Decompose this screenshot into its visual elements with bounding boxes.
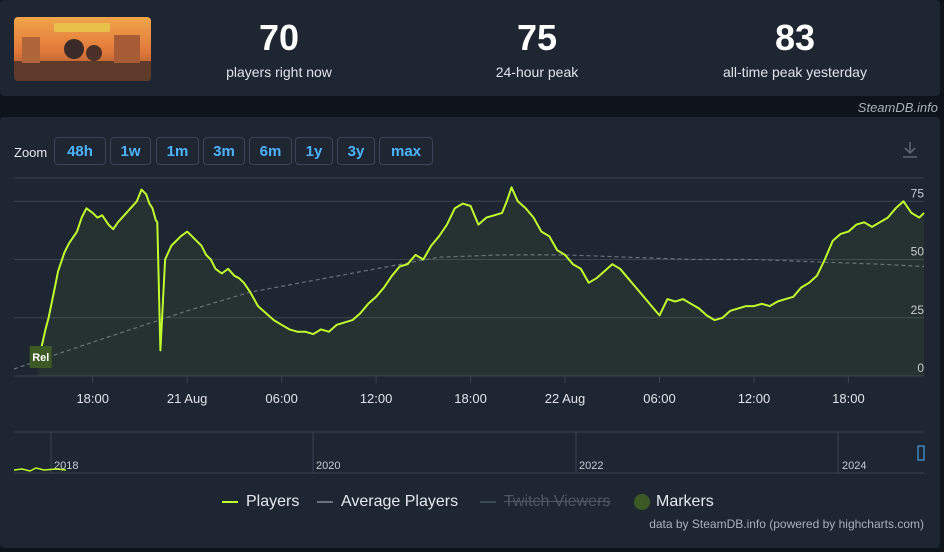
release-marker[interactable]: Rel <box>29 346 52 368</box>
average-players-line <box>13 254 925 370</box>
players-line[interactable] <box>36 186 925 365</box>
y-tick-label: 25 <box>911 303 925 317</box>
navigator-year-2024: 2024 <box>842 460 866 472</box>
legend-markers-dot <box>634 494 650 510</box>
x-tick-label: 21 Aug <box>167 391 208 406</box>
x-axis-ticks: 18:00 21 Aug 06:00 12:00 18:00 22 Aug 06:00 12:… <box>76 376 865 406</box>
zoom-1w-button[interactable]: 1w <box>110 137 151 165</box>
legend-markers[interactable]: Markers <box>634 493 714 511</box>
players-area-fill <box>37 187 925 376</box>
legend-players-label: Players <box>246 493 300 510</box>
y-axis-ticks: 0 25 50 75 <box>911 186 925 375</box>
chart-panel <box>0 117 940 548</box>
legend-average-swatch <box>317 501 333 503</box>
x-tick-label: 18:00 <box>76 391 109 406</box>
release-marker-label: Rel <box>32 352 49 364</box>
y-tick-label: 0 <box>917 361 924 375</box>
current-players-value: 70 <box>258 17 300 58</box>
zoom-max-button[interactable]: max <box>379 137 433 165</box>
release-marker-box <box>29 346 52 368</box>
x-tick-label: 18:00 <box>454 391 487 406</box>
steamdb-credit[interactable]: SteamDB.info <box>857 100 938 115</box>
x-tick-label: 12:00 <box>738 391 771 406</box>
x-tick-label: 12:00 <box>360 391 393 406</box>
powered-by-credit[interactable]: data by SteamDB.info (powered by highcha… <box>649 517 924 531</box>
game-thumbnail-art <box>14 17 151 81</box>
stats-bar: 70 players right now 75 24-hour peak 83 … <box>0 0 940 96</box>
zoom-3y-button[interactable]: 3y <box>337 137 375 165</box>
navigator-handle[interactable] <box>917 445 925 461</box>
navigator-year-2022: 2022 <box>579 460 603 472</box>
peak-24h-value: 75 <box>516 17 558 58</box>
peak-24h-label: 24-hour peak <box>495 64 579 80</box>
current-players-label: players right now <box>226 64 332 80</box>
legend-average-label: Average Players <box>341 493 459 510</box>
y-tick-label: 75 <box>911 186 925 200</box>
all-time-peak-label: all-time peak yesterday <box>723 64 867 80</box>
legend-average-players[interactable]: Average Players <box>317 493 458 511</box>
zoom-6m-button[interactable]: 6m <box>249 137 292 165</box>
all-time-peak-value: 83 <box>774 17 816 58</box>
zoom-1y-button[interactable]: 1y <box>295 137 333 165</box>
stat-all-time-peak: 83 all-time peak yesterday <box>675 17 915 81</box>
zoom-3m-button[interactable]: 3m <box>203 137 245 165</box>
legend-players-swatch <box>222 501 238 503</box>
stat-current: 70 players right now <box>159 17 399 81</box>
legend-twitch-swatch <box>480 501 496 503</box>
navigator-year-2020: 2020 <box>316 460 340 472</box>
x-tick-label: 06:00 <box>265 391 298 406</box>
zoom-1m-button[interactable]: 1m <box>156 137 199 165</box>
zoom-48h-button[interactable]: 48h <box>54 137 106 165</box>
x-tick-label: 06:00 <box>643 391 676 406</box>
x-tick-label: 18:00 <box>832 391 865 406</box>
x-tick-label: 22 Aug <box>545 391 586 406</box>
stat-24h-peak: 75 24-hour peak <box>417 17 657 81</box>
legend-players[interactable]: Players <box>222 493 299 511</box>
legend-twitch-label: Twitch Viewers <box>504 493 611 510</box>
legend-twitch-viewers[interactable]: Twitch Viewers <box>480 493 610 511</box>
y-tick-label: 50 <box>911 245 925 259</box>
legend-markers-label: Markers <box>656 493 714 510</box>
zoom-label: Zoom <box>14 145 48 160</box>
navigator-year-2018: 2018 <box>54 460 78 472</box>
range-navigator[interactable]: 2018 2020 2022 2024 <box>13 431 925 474</box>
download-icon[interactable] <box>900 140 920 160</box>
navigator-series-line <box>13 467 67 472</box>
game-thumbnail[interactable] <box>14 17 151 81</box>
